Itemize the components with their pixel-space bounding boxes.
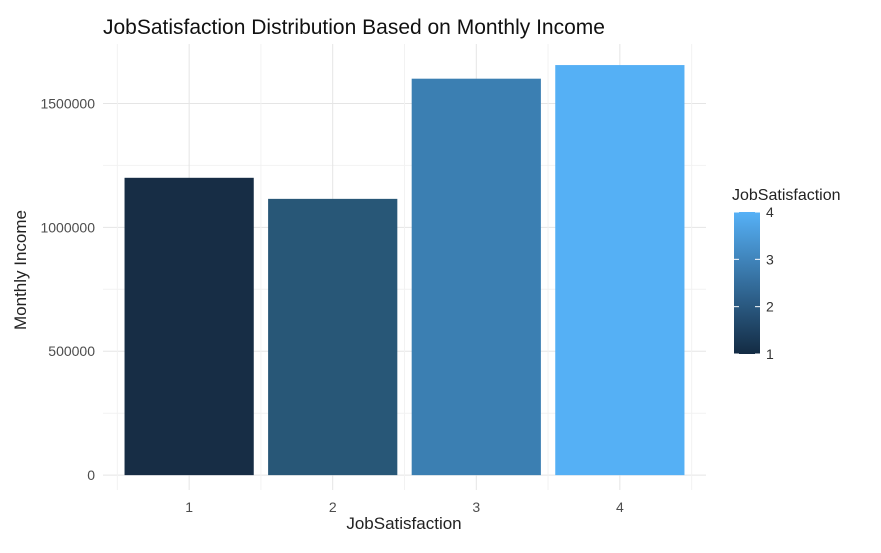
bars [124,65,685,476]
legend-title: JobSatisfaction [732,187,841,204]
legend-tick-label: 1 [766,346,774,362]
legend-ticks: 1 2 3 4 [734,204,774,362]
y-tick-label: 1500000 [40,95,95,111]
legend-tick-label: 2 [766,299,774,315]
x-tick-label: 2 [329,499,337,515]
bar-3 [411,78,541,476]
legend-tick-label: 3 [766,251,774,267]
y-axis-ticks: 0 500000 1000000 1500000 [40,95,95,483]
legend: JobSatisfaction 1 2 3 4 [732,187,841,362]
x-axis-title: JobSatisfaction [346,514,461,533]
y-tick-label: 1000000 [40,219,95,235]
bar-2 [268,198,398,476]
x-tick-label: 4 [616,499,624,515]
chart-title: JobSatisfaction Distribution Based on Mo… [103,16,605,39]
x-tick-label: 3 [472,499,480,515]
x-tick-label: 1 [185,499,193,515]
y-tick-label: 500000 [48,343,95,359]
bar-4 [555,65,685,476]
legend-tick-label: 4 [766,204,774,220]
y-axis-title: Monthly Income [11,210,30,330]
x-axis-ticks: 1 2 3 4 [185,499,624,515]
y-tick-label: 0 [87,467,95,483]
legend-colorbar [734,212,760,354]
bar-1 [124,177,254,476]
